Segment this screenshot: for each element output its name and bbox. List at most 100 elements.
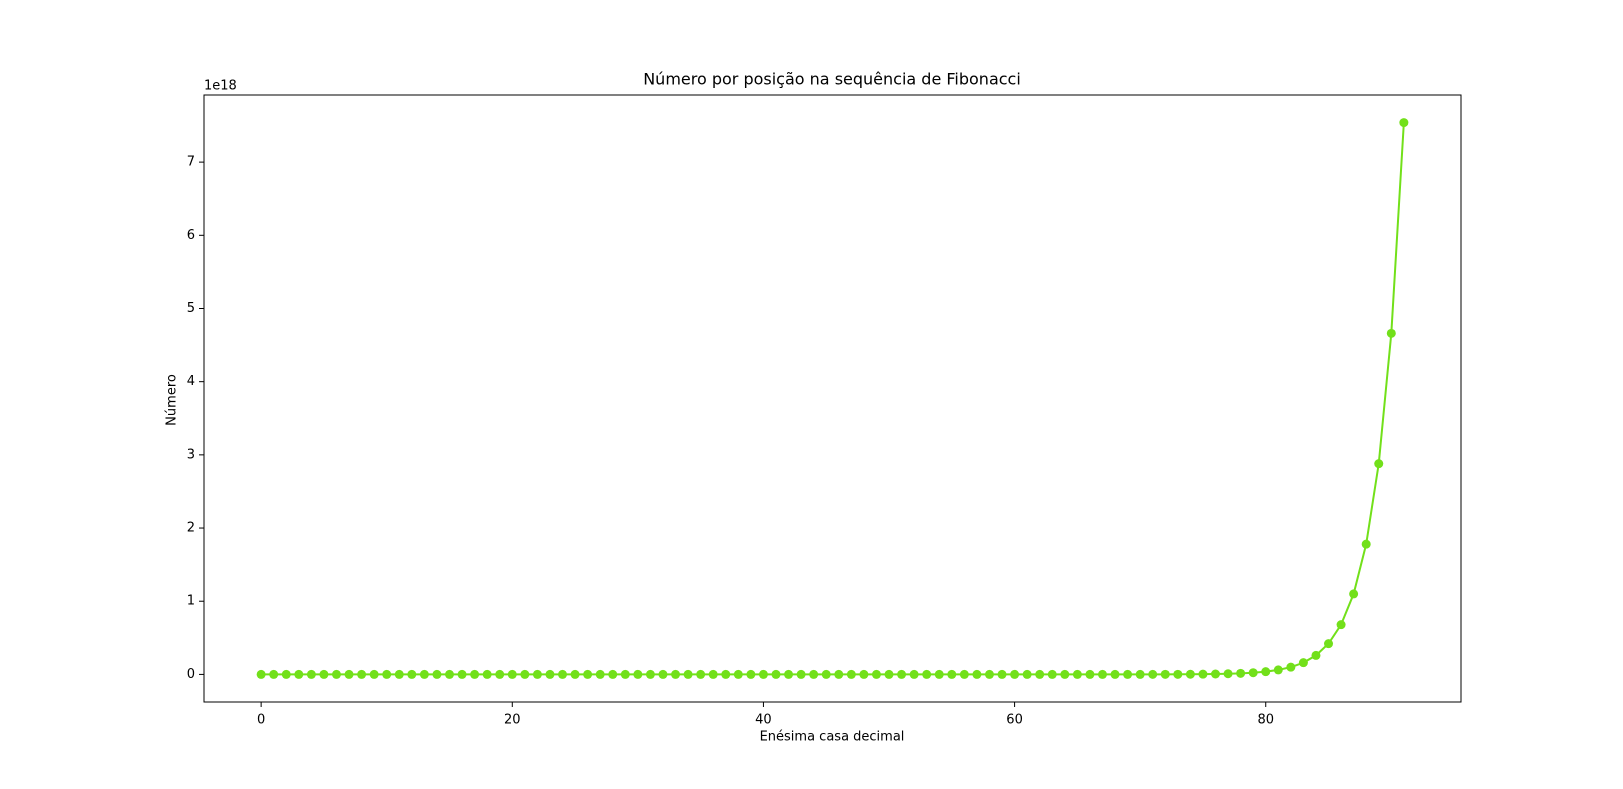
data-point xyxy=(884,669,894,679)
data-point xyxy=(1185,669,1195,679)
data-point xyxy=(1123,669,1133,679)
y-tick-label: 4 xyxy=(187,374,195,389)
data-point xyxy=(796,669,806,679)
x-tick-label: 40 xyxy=(755,713,772,728)
data-point xyxy=(1336,620,1346,630)
data-point xyxy=(809,669,819,679)
data-point xyxy=(658,669,668,679)
data-point xyxy=(256,669,266,679)
x-tick-label: 60 xyxy=(1006,713,1023,728)
data-point xyxy=(1035,669,1045,679)
plot-frame xyxy=(203,94,1462,703)
data-point xyxy=(1173,669,1183,679)
data-point xyxy=(972,669,982,679)
x-axis-label: Enésima casa decimal xyxy=(760,730,905,745)
data-point xyxy=(382,669,392,679)
data-point xyxy=(859,669,869,679)
data-point xyxy=(1211,669,1221,679)
data-point xyxy=(495,669,505,679)
data-line xyxy=(261,122,1405,676)
data-point xyxy=(570,669,580,679)
data-point xyxy=(1349,589,1359,599)
data-point xyxy=(595,669,605,679)
data-point xyxy=(1110,669,1120,679)
data-point xyxy=(633,669,643,679)
data-point xyxy=(645,669,655,679)
y-tick-label: 6 xyxy=(187,228,195,243)
data-point xyxy=(545,669,555,679)
data-point xyxy=(1060,669,1070,679)
data-point xyxy=(1010,669,1020,679)
chart-title: Número por posição na sequência de Fibon… xyxy=(643,70,1021,89)
data-point xyxy=(344,669,354,679)
data-point xyxy=(1374,459,1384,469)
data-point xyxy=(746,669,756,679)
data-point xyxy=(507,669,517,679)
y-tick-label: 1 xyxy=(187,594,195,609)
data-point xyxy=(1047,669,1057,679)
data-point xyxy=(1085,669,1095,679)
data-point xyxy=(721,669,731,679)
data-point xyxy=(1223,669,1233,679)
data-point xyxy=(1273,665,1283,675)
data-point xyxy=(1198,669,1208,679)
y-tick-label: 0 xyxy=(187,667,195,682)
data-point xyxy=(1072,669,1082,679)
data-point xyxy=(294,669,304,679)
data-point xyxy=(897,669,907,679)
data-point xyxy=(784,669,794,679)
data-point xyxy=(608,669,618,679)
y-tick-label: 5 xyxy=(187,301,195,316)
data-point xyxy=(281,669,291,679)
data-point xyxy=(959,669,969,679)
data-point xyxy=(444,669,454,679)
x-tick-label: 0 xyxy=(257,713,265,728)
data-point xyxy=(331,669,341,679)
data-point xyxy=(1236,668,1246,678)
data-point xyxy=(470,669,480,679)
data-point xyxy=(620,669,630,679)
data-point xyxy=(922,669,932,679)
data-point xyxy=(1399,118,1409,128)
data-point xyxy=(1298,658,1308,668)
data-point xyxy=(696,669,706,679)
data-point xyxy=(407,669,417,679)
data-point xyxy=(984,669,994,679)
data-point xyxy=(934,669,944,679)
data-point xyxy=(771,669,781,679)
data-point xyxy=(394,669,404,679)
data-point xyxy=(733,669,743,679)
data-point xyxy=(1286,662,1296,672)
data-point xyxy=(846,669,856,679)
data-point xyxy=(357,669,367,679)
data-point xyxy=(1261,667,1271,677)
data-point xyxy=(1022,669,1032,679)
data-point xyxy=(997,669,1007,679)
data-point xyxy=(482,669,492,679)
data-point xyxy=(306,669,316,679)
y-tick-label: 3 xyxy=(187,447,195,462)
data-point xyxy=(1324,639,1334,649)
data-point xyxy=(671,669,681,679)
data-point xyxy=(319,669,329,679)
data-point xyxy=(1248,668,1258,678)
data-point xyxy=(1361,539,1371,549)
data-point xyxy=(369,669,379,679)
data-point xyxy=(1311,650,1321,660)
data-point xyxy=(269,669,279,679)
data-point xyxy=(871,669,881,679)
y-axis-label: Número xyxy=(165,374,180,426)
data-point xyxy=(683,669,693,679)
data-point xyxy=(821,669,831,679)
data-point xyxy=(758,669,768,679)
data-point xyxy=(419,669,429,679)
data-point xyxy=(457,669,467,679)
data-point xyxy=(1097,669,1107,679)
y-tick-label: 7 xyxy=(187,155,195,170)
data-point xyxy=(432,669,442,679)
data-point xyxy=(532,669,542,679)
x-tick-label: 20 xyxy=(504,713,521,728)
data-point xyxy=(558,669,568,679)
x-tick-label: 80 xyxy=(1257,713,1274,728)
